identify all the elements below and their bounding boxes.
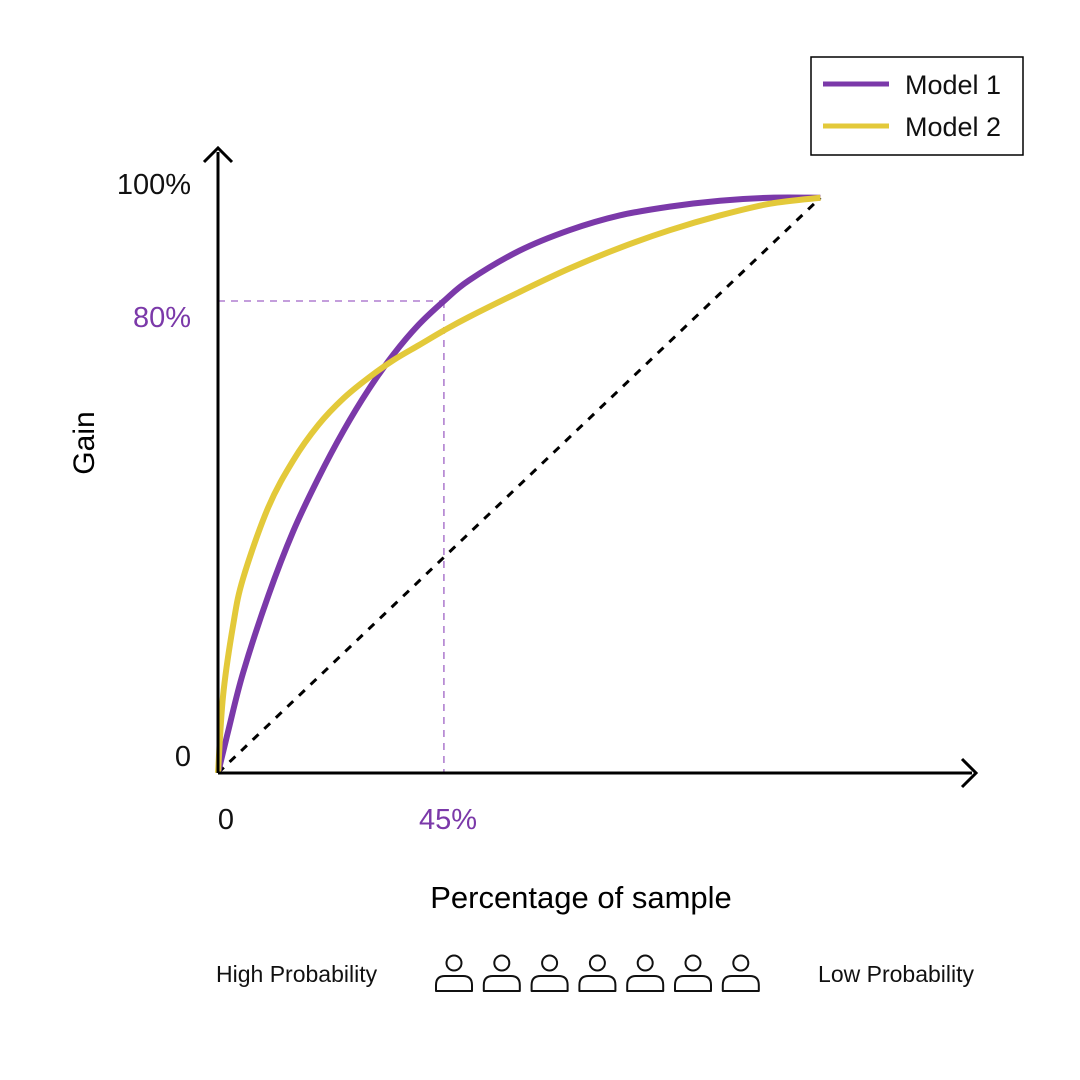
y-tick-label-80: 80% bbox=[133, 302, 191, 334]
person-icon bbox=[721, 954, 760, 992]
plot-area bbox=[215, 194, 822, 775]
x-tick-label-0: 0 bbox=[218, 804, 234, 836]
people-row bbox=[435, 954, 760, 992]
person-icon bbox=[626, 954, 665, 992]
person-icon bbox=[578, 954, 617, 992]
series-line-2 bbox=[215, 194, 821, 774]
footer-low-probability: Low Probability bbox=[818, 961, 974, 987]
x-tick-label-45: 45% bbox=[419, 804, 477, 836]
y-tick-label-0: 0 bbox=[175, 741, 191, 773]
x-axis-arrowhead-icon bbox=[960, 757, 979, 789]
x-axis-title: Percentage of sample bbox=[430, 880, 732, 915]
y-axis bbox=[202, 145, 234, 773]
legend-label-model-2: Model 2 bbox=[905, 112, 1001, 142]
legend-label-model-1: Model 1 bbox=[905, 70, 1001, 100]
person-icon bbox=[435, 954, 473, 992]
y-axis-arrowhead-icon bbox=[202, 145, 234, 164]
x-axis bbox=[218, 757, 979, 789]
y-axis-title: Gain bbox=[68, 411, 101, 474]
legend: Model 1 Model 2 bbox=[810, 56, 1024, 156]
y-tick-label-100: 100% bbox=[117, 169, 191, 201]
person-icon bbox=[674, 954, 712, 992]
legend-box bbox=[810, 56, 1024, 156]
person-icon bbox=[530, 954, 569, 992]
footer-high-probability: High Probability bbox=[216, 961, 378, 987]
series-line-1 bbox=[215, 194, 821, 774]
person-icon bbox=[482, 954, 521, 992]
baseline-random-line bbox=[216, 196, 822, 775]
